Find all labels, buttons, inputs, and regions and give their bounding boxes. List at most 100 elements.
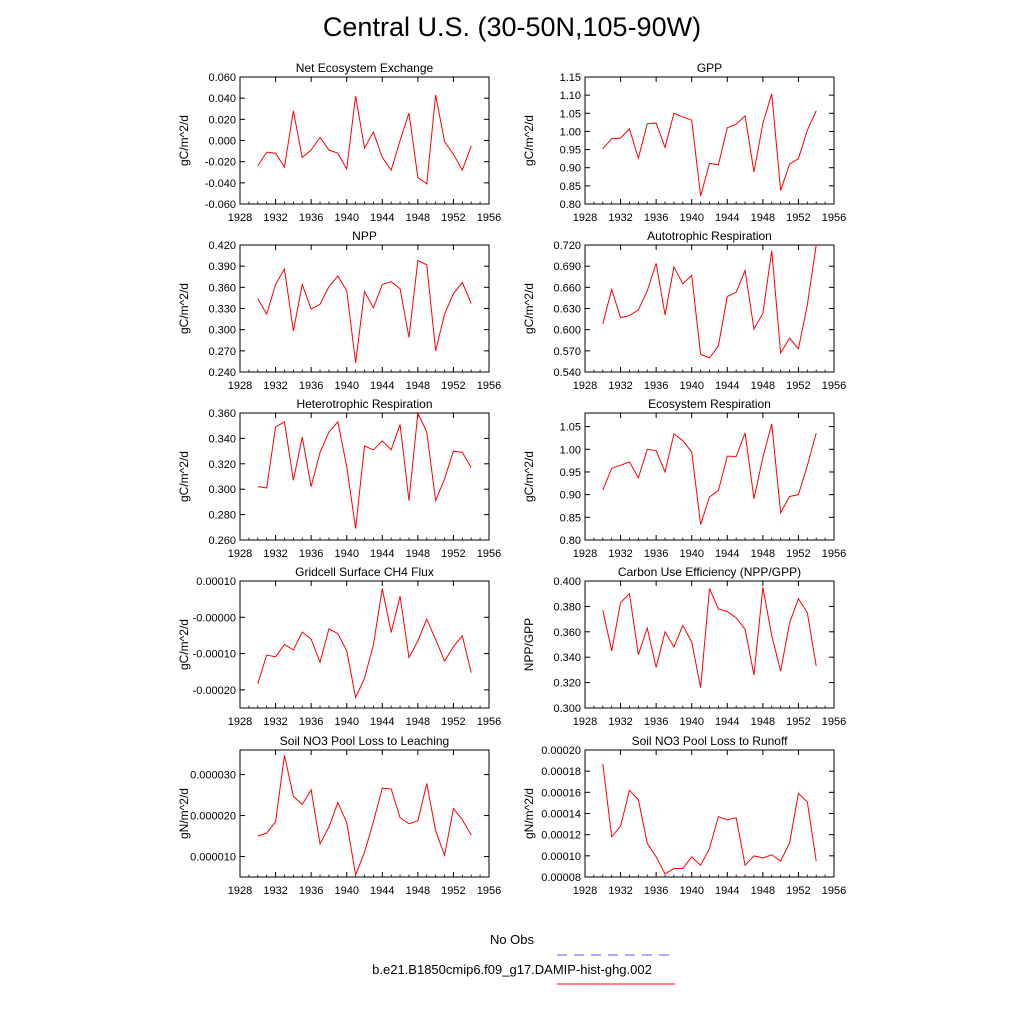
- y-axis-label-soil-no3-pool-loss-to-leaching: gN/m^2/d: [177, 788, 191, 839]
- y-tick-label-npp: 0.270: [208, 346, 236, 358]
- y-tick-label-net-ecosystem-exchange: -0.020: [205, 157, 236, 169]
- y-tick-label-autotrophic-respiration: 0.570: [553, 346, 581, 358]
- x-tick-label-net-ecosystem-exchange: 1944: [370, 212, 394, 224]
- y-tick-label-soil-no3-pool-loss-to-runoff: 0.00008: [541, 872, 581, 884]
- y-tick-label-gpp: 1.00: [560, 126, 581, 138]
- x-tick-label-soil-no3-pool-loss-to-leaching: 1956: [477, 885, 501, 897]
- x-tick-label-ecosystem-respiration: 1940: [679, 548, 703, 560]
- y-axis-label-gpp: gC/m^2/d: [522, 115, 536, 166]
- x-tick-label-gridcell-surface-ch4-flux: 1936: [299, 716, 323, 728]
- x-tick-label-gpp: 1948: [751, 212, 775, 224]
- x-tick-label-gpp: 1928: [573, 212, 597, 224]
- x-tick-label-ecosystem-respiration: 1928: [573, 548, 597, 560]
- x-tick-label-heterotrophic-respiration: 1936: [299, 548, 323, 560]
- x-tick-label-gpp: 1944: [715, 212, 739, 224]
- y-tick-label-carbon-use-efficiency-npp-gpp: 0.380: [553, 601, 581, 613]
- x-tick-label-carbon-use-efficiency-npp-gpp: 1932: [608, 716, 632, 728]
- x-tick-label-soil-no3-pool-loss-to-leaching: 1932: [263, 885, 287, 897]
- x-tick-label-soil-no3-pool-loss-to-runoff: 1932: [608, 885, 632, 897]
- y-tick-label-autotrophic-respiration: 0.540: [553, 367, 581, 379]
- y-tick-label-carbon-use-efficiency-npp-gpp: 0.340: [553, 652, 581, 664]
- plot-frame-heterotrophic-respiration: [239, 412, 490, 541]
- plot-frame-soil-no3-pool-loss-to-leaching: [239, 749, 490, 878]
- y-tick-label-gridcell-surface-ch4-flux: -0.00020: [193, 685, 236, 697]
- x-tick-label-net-ecosystem-exchange: 1952: [441, 212, 465, 224]
- x-tick-label-ecosystem-respiration: 1932: [608, 548, 632, 560]
- y-tick-label-gpp: 0.80: [560, 199, 581, 211]
- y-tick-label-npp: 0.300: [208, 325, 236, 337]
- x-tick-label-soil-no3-pool-loss-to-runoff: 1928: [573, 885, 597, 897]
- y-tick-label-soil-no3-pool-loss-to-runoff: 0.00016: [541, 787, 581, 799]
- y-tick-label-npp: 0.420: [208, 240, 236, 252]
- panel-title-npp: NPP: [352, 229, 377, 243]
- x-tick-label-net-ecosystem-exchange: 1932: [263, 212, 287, 224]
- y-tick-label-gpp: 0.90: [560, 163, 581, 175]
- plot-frame-autotrophic-respiration: [584, 244, 835, 373]
- y-tick-label-autotrophic-respiration: 0.660: [553, 282, 581, 294]
- panel-title-ecosystem-respiration: Ecosystem Respiration: [648, 397, 771, 411]
- x-tick-label-gridcell-surface-ch4-flux: 1928: [228, 716, 252, 728]
- x-tick-label-soil-no3-pool-loss-to-runoff: 1952: [786, 885, 810, 897]
- series-line-gpp: [602, 93, 817, 197]
- y-tick-label-net-ecosystem-exchange: 0.040: [208, 93, 236, 105]
- x-tick-label-heterotrophic-respiration: 1932: [263, 548, 287, 560]
- y-tick-label-ecosystem-respiration: 0.95: [560, 467, 581, 479]
- x-tick-label-net-ecosystem-exchange: 1948: [406, 212, 430, 224]
- y-tick-label-ecosystem-respiration: 0.80: [560, 535, 581, 547]
- x-tick-label-autotrophic-respiration: 1948: [751, 380, 775, 392]
- x-tick-label-gpp: 1940: [679, 212, 703, 224]
- x-tick-label-ecosystem-respiration: 1948: [751, 548, 775, 560]
- x-tick-label-autotrophic-respiration: 1952: [786, 380, 810, 392]
- y-axis-label-soil-no3-pool-loss-to-runoff: gN/m^2/d: [522, 788, 536, 839]
- series-line-autotrophic-respiration: [602, 244, 817, 359]
- x-tick-label-carbon-use-efficiency-npp-gpp: 1936: [644, 716, 668, 728]
- x-tick-label-gpp: 1936: [644, 212, 668, 224]
- y-tick-label-gpp: 1.10: [560, 90, 581, 102]
- x-tick-label-ecosystem-respiration: 1936: [644, 548, 668, 560]
- x-tick-label-net-ecosystem-exchange: 1928: [228, 212, 252, 224]
- x-tick-label-soil-no3-pool-loss-to-leaching: 1948: [406, 885, 430, 897]
- y-tick-label-autotrophic-respiration: 0.690: [553, 261, 581, 273]
- x-tick-label-soil-no3-pool-loss-to-leaching: 1952: [441, 885, 465, 897]
- y-tick-label-npp: 0.240: [208, 367, 236, 379]
- x-tick-label-heterotrophic-respiration: 1940: [334, 548, 358, 560]
- x-tick-label-ecosystem-respiration: 1952: [786, 548, 810, 560]
- y-tick-label-soil-no3-pool-loss-to-runoff: 0.00010: [541, 851, 581, 863]
- y-tick-label-heterotrophic-respiration: 0.340: [208, 433, 236, 445]
- x-tick-label-carbon-use-efficiency-npp-gpp: 1928: [573, 716, 597, 728]
- panel-title-soil-no3-pool-loss-to-leaching: Soil NO3 Pool Loss to Leaching: [280, 734, 449, 748]
- y-tick-label-soil-no3-pool-loss-to-leaching: 0.000020: [190, 811, 236, 823]
- x-tick-label-ecosystem-respiration: 1944: [715, 548, 739, 560]
- panel-title-gridcell-surface-ch4-flux: Gridcell Surface CH4 Flux: [295, 565, 434, 579]
- x-tick-label-gridcell-surface-ch4-flux: 1952: [441, 716, 465, 728]
- legend-label-no-obs: No Obs: [489, 932, 535, 947]
- panel-title-soil-no3-pool-loss-to-runoff: Soil NO3 Pool Loss to Runoff: [632, 734, 789, 748]
- y-tick-label-gpp: 0.85: [560, 181, 581, 193]
- y-tick-label-ecosystem-respiration: 1.00: [560, 444, 581, 456]
- x-tick-label-autotrophic-respiration: 1936: [644, 380, 668, 392]
- panel-title-carbon-use-efficiency-npp-gpp: Carbon Use Efficiency (NPP/GPP): [618, 565, 801, 579]
- plot-frame-soil-no3-pool-loss-to-runoff: [584, 749, 835, 878]
- y-tick-label-ecosystem-respiration: 1.05: [560, 422, 581, 434]
- x-tick-label-gridcell-surface-ch4-flux: 1956: [477, 716, 501, 728]
- y-tick-label-heterotrophic-respiration: 0.360: [208, 408, 236, 420]
- plot-frame-gpp: [584, 76, 835, 205]
- y-tick-label-net-ecosystem-exchange: 0.020: [208, 114, 236, 126]
- x-tick-label-npp: 1928: [228, 380, 252, 392]
- x-tick-label-net-ecosystem-exchange: 1956: [477, 212, 501, 224]
- y-tick-label-ecosystem-respiration: 0.85: [560, 512, 581, 524]
- x-tick-label-gridcell-surface-ch4-flux: 1932: [263, 716, 287, 728]
- x-tick-label-gridcell-surface-ch4-flux: 1944: [370, 716, 394, 728]
- x-tick-label-npp: 1944: [370, 380, 394, 392]
- y-tick-label-soil-no3-pool-loss-to-leaching: 0.000030: [190, 770, 236, 782]
- series-line-net-ecosystem-exchange: [257, 94, 472, 185]
- y-axis-label-carbon-use-efficiency-npp-gpp: NPP/GPP: [522, 618, 536, 671]
- x-tick-label-gpp: 1932: [608, 212, 632, 224]
- y-tick-label-net-ecosystem-exchange: -0.040: [205, 178, 236, 190]
- y-tick-label-soil-no3-pool-loss-to-runoff: 0.00012: [541, 830, 581, 842]
- y-tick-label-npp: 0.390: [208, 261, 236, 273]
- x-tick-label-net-ecosystem-exchange: 1936: [299, 212, 323, 224]
- x-tick-label-npp: 1952: [441, 380, 465, 392]
- x-tick-label-soil-no3-pool-loss-to-runoff: 1940: [679, 885, 703, 897]
- y-tick-label-soil-no3-pool-loss-to-runoff: 0.00018: [541, 766, 581, 778]
